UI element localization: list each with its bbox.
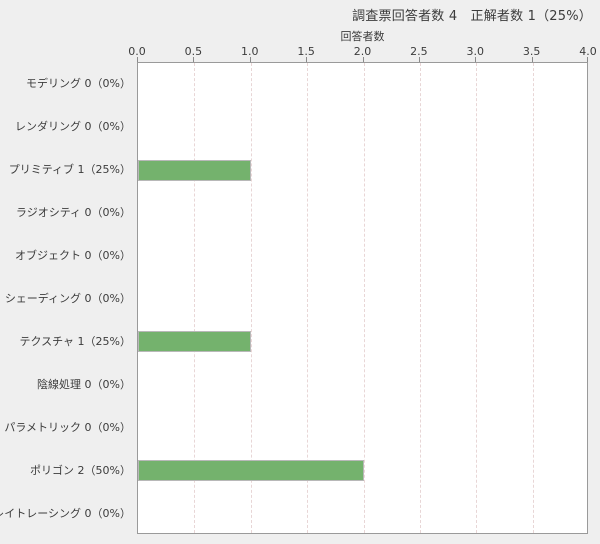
bar [138, 460, 364, 482]
x-axis-tick-label: 2.0 [353, 45, 372, 58]
y-axis-category-label: 陰線処理 0（0%） [37, 377, 131, 391]
x-axis-tick-mark [306, 57, 307, 62]
x-axis-tick-mark [363, 57, 364, 62]
y-axis-category-label: オブジェクト 0（0%） [15, 249, 131, 263]
y-axis-category-label: テクスチャ 1（25%） [19, 334, 131, 348]
gridline [364, 63, 365, 533]
x-axis-tick-label: 1.5 [297, 45, 315, 58]
x-axis-tick-label: 0.5 [184, 45, 203, 58]
x-axis-tick-marks [137, 57, 588, 62]
x-axis-tick-mark [419, 57, 420, 62]
x-axis-title: 回答者数 [340, 30, 385, 43]
gridline [307, 63, 308, 533]
y-axis-category-label: レイトレーシング 0（0%） [0, 506, 131, 520]
bar [138, 331, 251, 353]
x-axis-tick-labels: 0.0 0.5 1.0 1.5 2.0 2.5 3.0 3.5 4.0 [128, 45, 597, 59]
y-axis-category-labels: モデリング 0（0%） レンダリング 0（0%） プリミティブ 1（25%） ラジオシ… [0, 62, 131, 534]
x-axis-tick-mark [475, 57, 476, 62]
gridline [194, 63, 195, 533]
gridlines [138, 63, 587, 533]
x-axis-tick-mark [587, 57, 588, 62]
gridline [533, 63, 534, 533]
gridline [476, 63, 477, 533]
gridline [251, 63, 252, 533]
x-axis-tick-mark [250, 57, 251, 62]
gridline [420, 63, 421, 533]
bars-layer [138, 63, 587, 533]
bar [138, 159, 251, 181]
y-axis-category-label: レンダリング 0（0%） [15, 120, 131, 134]
x-axis-tick-label: 2.5 [410, 45, 428, 58]
y-axis-category-label: ラジオシティ 0（0%） [15, 206, 131, 220]
x-axis-tick-mark [193, 57, 194, 62]
x-axis-tick-mark [137, 57, 138, 62]
plot-area [137, 62, 588, 534]
y-axis-category-label: ポリゴン 2（50%） [30, 463, 131, 477]
y-axis-category-label: プリミティブ 1（25%） [8, 163, 131, 177]
page-title: 調査票回答者数 4 正解者数 1（25%） [352, 9, 592, 24]
x-axis-tick-label: 3.5 [522, 45, 541, 58]
x-axis-tick-label: 4.0 [579, 45, 597, 58]
y-axis-category-label: モデリング 0（0%） [26, 77, 131, 91]
x-axis-tick-label: 0.0 [128, 45, 146, 58]
x-axis-tick-mark [532, 57, 533, 62]
y-axis-category-label: シェーディング 0（0%） [4, 292, 131, 305]
y-axis-category-label: パラメトリック 0（0%） [4, 420, 131, 434]
x-axis-tick-label: 1.0 [241, 45, 259, 58]
x-axis-tick-label: 3.0 [466, 45, 485, 58]
